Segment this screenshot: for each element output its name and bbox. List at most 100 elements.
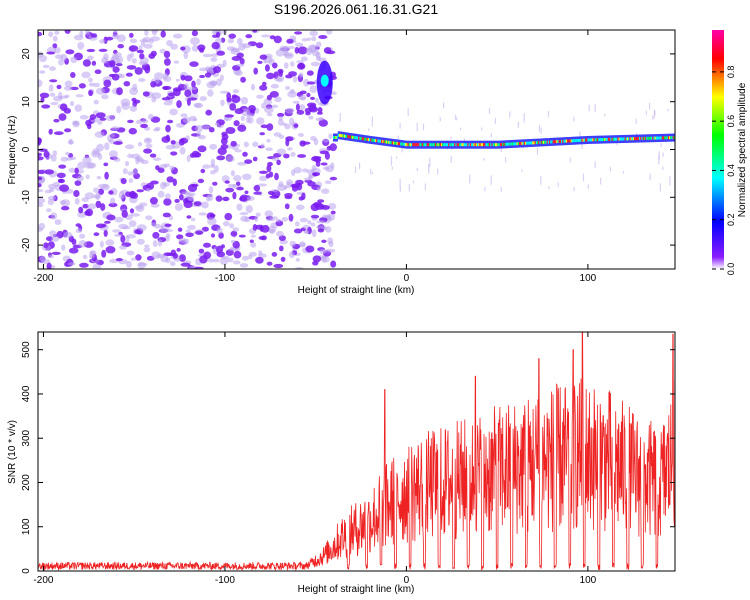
noise-dot [74,167,79,175]
noise-dot [310,203,320,212]
noise-dot [321,188,330,194]
noise-dot [261,34,271,38]
burst-core [320,74,329,87]
noise-dot [89,251,96,259]
top-y-ticks: -20 -10 0 10 20 [21,48,675,252]
noise-dot [49,66,56,71]
y-tick-label: -20 [21,237,32,252]
noise-dot [174,203,183,211]
noise-dot [50,212,58,220]
noise-dot [144,30,149,36]
bottom-y-axis-label: SNR (10 * v/v) [7,420,18,484]
faint-mark [450,136,452,140]
faint-mark [587,184,589,189]
noise-dot [129,87,139,96]
trace-core [465,143,467,147]
trace-core [516,142,518,146]
noise-dot [118,191,125,200]
noise-dot [104,142,110,151]
noise-dot [129,208,135,214]
trace-core [503,142,505,146]
noise-dot [142,36,151,43]
noise-dot [306,92,311,98]
noise-dot [259,54,268,60]
noise-dot [142,91,150,97]
noise-dot [94,131,105,138]
trace-core [537,141,539,145]
trace-core [532,141,534,145]
noise-dot [128,178,133,183]
noise-dot [163,50,171,59]
noise-dot [252,224,258,231]
noise-dot [229,223,235,229]
trace-core [529,141,532,145]
noise-dot [59,103,68,111]
noise-dot [115,63,123,67]
noise-dot [299,104,306,111]
noise-dot [65,49,75,55]
noise-dot [65,151,70,156]
noise-dot [259,132,266,136]
noise-dot [243,141,249,148]
trace-core [633,137,635,141]
noise-dot [178,138,185,146]
noise-dot [123,81,131,87]
noise-dot [189,115,197,122]
noise-dot [143,148,153,154]
noise-dot [222,221,230,227]
noise-dot [220,90,230,94]
noise-dot [206,195,211,202]
trace-core [591,138,593,142]
faint-mark [588,104,590,112]
noise-dot [169,165,175,171]
faint-mark [538,125,540,132]
noise-dot [48,183,56,190]
noise-dot [85,30,91,36]
trace-core [403,142,406,146]
noise-dot [230,48,240,55]
noise-dot [246,196,255,201]
noise-dot [275,218,281,223]
noise-dot [125,191,132,197]
noise-dot [70,72,76,78]
trace-core [431,143,433,147]
colorbar [712,30,724,269]
noise-dot [234,149,242,153]
noise-dot [291,185,299,192]
trace-core [585,138,587,142]
trace-core [588,138,590,142]
faint-mark [654,110,656,116]
noise-dot [136,49,144,54]
noise-dot [285,86,291,90]
noise-dot [259,175,268,182]
trace-core [359,136,361,140]
noise-dot [77,161,86,170]
noise-dot [113,30,118,34]
noise-dot [81,197,89,203]
faint-mark [594,104,596,112]
noise-dot [126,65,137,70]
noise-dot [290,169,296,176]
trace-core [408,143,410,147]
noise-dot [109,197,116,205]
faint-mark [368,128,370,132]
noise-dot [38,137,42,146]
trace-core [627,137,629,141]
noise-dot [228,248,239,252]
trace-core [511,142,514,146]
trace-core [552,140,554,144]
noise-dot [131,58,137,64]
trace-core [419,143,421,147]
noise-dot [224,114,234,118]
noise-dot [185,232,194,238]
trace-core [646,136,648,140]
noise-dot [166,40,173,47]
noise-dot [134,205,143,210]
trace-core [361,137,364,141]
trace-core [597,138,599,142]
noise-dot [255,212,261,217]
trace-core [495,143,497,147]
noise-dot [186,154,191,162]
noise-dot [197,145,207,153]
trace-core [454,143,456,147]
